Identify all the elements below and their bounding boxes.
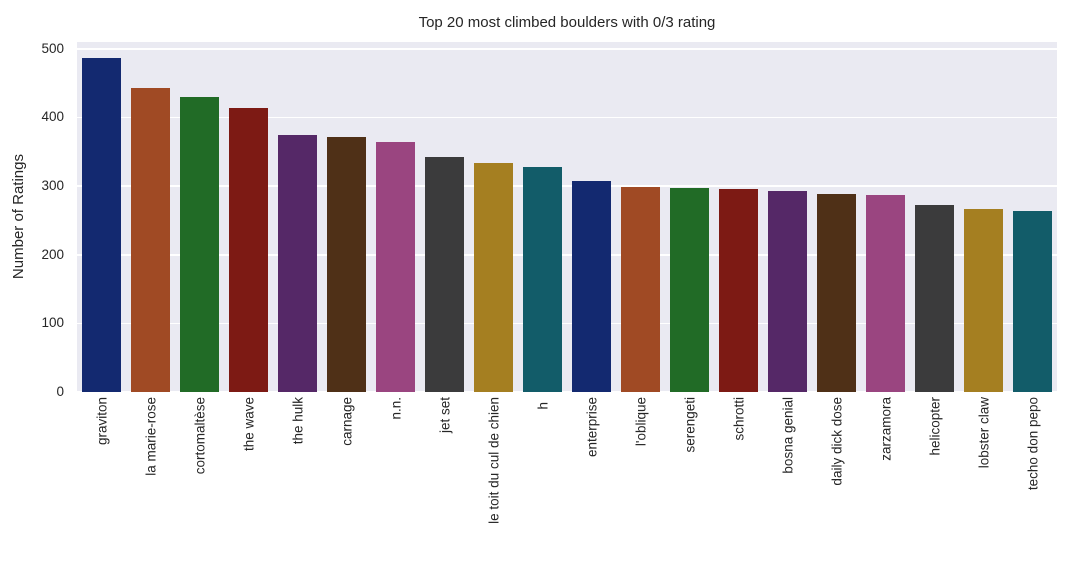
x-tick-label: the hulk xyxy=(290,397,313,449)
plot-area xyxy=(77,42,1057,393)
gridline-y-0 xyxy=(77,391,1057,393)
x-tick-label: jet set xyxy=(437,397,460,438)
x-tick-label-text: carnage xyxy=(339,397,354,446)
y-axis-label: Number of Ratings xyxy=(6,42,30,392)
bar-daily-dick-dose xyxy=(816,193,857,392)
x-tick-label: h xyxy=(535,397,558,415)
x-tick-label: graviton xyxy=(94,397,117,450)
x-tick-label: the wave xyxy=(241,397,264,456)
x-tick-label: zarzamora xyxy=(878,397,901,466)
x-tick-label: daily dick dose xyxy=(829,397,852,491)
x-tick-label: cortomaltèse xyxy=(192,397,215,479)
gridline-y-500 xyxy=(77,48,1057,50)
bar-helicopter xyxy=(914,204,955,392)
x-tick-label: bosna genial xyxy=(780,397,803,479)
bar-serengeti xyxy=(669,188,710,392)
x-tick-label-text: serengeti xyxy=(682,397,697,453)
x-tick-label: la marie-rose xyxy=(143,397,166,481)
x-tick-label-text: n.n. xyxy=(388,397,403,420)
x-tick-label-text: bosna genial xyxy=(780,397,795,474)
bar-la-marie-rose xyxy=(130,87,171,392)
y-tick-label: 300 xyxy=(41,178,64,194)
x-tick-label: enterprise xyxy=(584,397,607,462)
y-tick-label: 100 xyxy=(41,315,64,331)
x-tick-label: schrotti xyxy=(731,397,754,446)
x-tick-label-text: zarzamora xyxy=(878,397,893,461)
x-tick-label-text: techo don pepo xyxy=(1025,397,1040,491)
x-tick-label-text: schrotti xyxy=(731,397,746,441)
y-tick-label: 0 xyxy=(56,384,64,399)
gridline-y-400 xyxy=(77,116,1057,119)
y-tick-label: 200 xyxy=(41,246,64,262)
bar-h xyxy=(522,166,563,392)
y-tick-label: 500 xyxy=(41,40,64,56)
x-tick-label: le toit du cul de chien xyxy=(486,397,509,529)
bar-n-n- xyxy=(375,142,416,392)
bar-graviton xyxy=(81,57,122,392)
bar-jet-set xyxy=(424,157,465,392)
bar-zarzamora xyxy=(865,195,906,392)
y-tick-label: 400 xyxy=(41,109,64,125)
x-tick-label: carnage xyxy=(339,397,362,451)
x-tick-label: serengeti xyxy=(682,397,705,458)
x-tick-label-text: graviton xyxy=(94,397,109,446)
x-tick-label-text: l'oblique xyxy=(633,397,648,447)
x-tick-label-text: jet set xyxy=(437,397,452,434)
bar-techo-don-pepo xyxy=(1012,210,1053,392)
x-tick-label-text: daily dick dose xyxy=(829,397,844,486)
bar-schrotti xyxy=(718,188,759,392)
bar-l-oblique xyxy=(620,186,661,392)
bar-the-wave xyxy=(228,107,269,392)
x-tick-label: lobster claw xyxy=(976,397,999,473)
x-tick-label: helicopter xyxy=(927,397,950,461)
bar-carnage xyxy=(326,136,367,392)
bar-le-toit-du-cul-de-chien xyxy=(473,163,514,392)
x-tick-label-text: helicopter xyxy=(927,397,942,456)
x-tick-label: l'oblique xyxy=(633,397,656,451)
bar-the-hulk xyxy=(277,134,318,392)
x-tick-label-text: the wave xyxy=(241,397,256,452)
x-tick-label: n.n. xyxy=(388,397,411,425)
gridline-y-300 xyxy=(77,185,1057,187)
x-tick-label-text: h xyxy=(535,402,550,410)
x-tick-label-text: la marie-rose xyxy=(143,397,158,476)
x-tick-label-text: le toit du cul de chien xyxy=(486,397,501,524)
bar-enterprise xyxy=(571,180,612,392)
gridline-y-200 xyxy=(77,254,1057,256)
chart-title: Top 20 most climbed boulders with 0/3 ra… xyxy=(418,14,716,31)
x-tick-label-text: the hulk xyxy=(290,397,305,445)
bar-cortomalt-se xyxy=(179,96,220,392)
x-tick-label: techo don pepo xyxy=(1025,397,1048,495)
x-tick-label-text: lobster claw xyxy=(976,397,991,469)
x-tick-label-text: enterprise xyxy=(584,397,599,458)
bar-lobster-claw xyxy=(963,209,1004,392)
bar-bosna-genial xyxy=(767,190,808,392)
gridline-y-100 xyxy=(77,322,1057,325)
x-tick-label-text: cortomaltèse xyxy=(192,397,207,475)
